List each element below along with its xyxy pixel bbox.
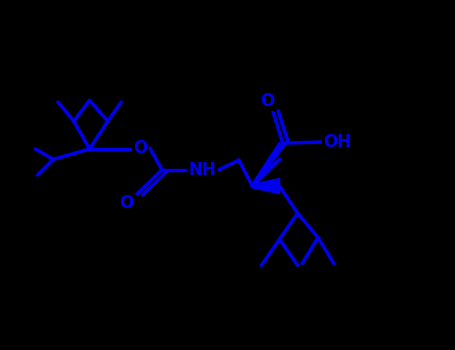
Text: OH: OH [324,133,351,151]
Polygon shape [253,178,279,194]
Text: NH: NH [189,161,217,180]
Text: O: O [260,92,274,110]
Text: O: O [119,195,133,212]
Text: O: O [134,139,148,157]
